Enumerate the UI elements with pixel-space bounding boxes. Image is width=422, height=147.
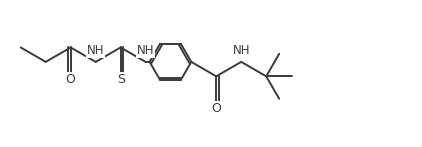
Text: NH: NH xyxy=(87,44,104,57)
Text: S: S xyxy=(116,73,124,86)
Text: O: O xyxy=(211,102,221,115)
Text: O: O xyxy=(66,73,76,86)
Text: NH: NH xyxy=(137,44,154,57)
Text: NH: NH xyxy=(233,44,250,57)
